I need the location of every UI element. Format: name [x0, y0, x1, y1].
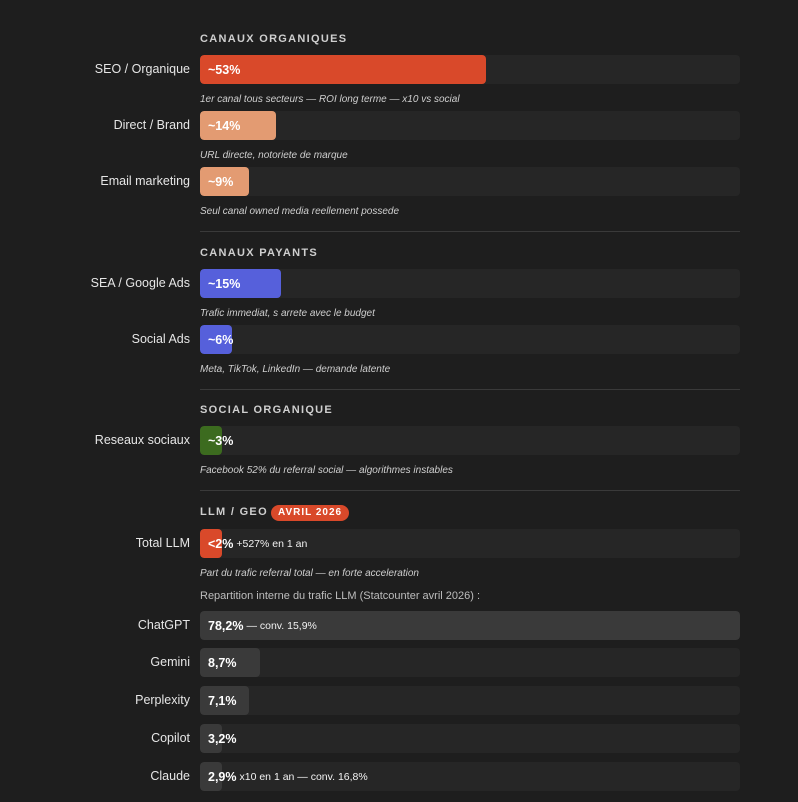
bar — [200, 762, 222, 791]
bar-category-label: Direct / Brand — [113, 118, 190, 132]
section-divider — [200, 389, 740, 390]
bar-track: 8,7% — [200, 648, 740, 677]
bar — [200, 426, 222, 455]
bar-value: ~6% — [208, 332, 234, 347]
bar-value: ~3% — [208, 433, 234, 448]
section-title-organic: CANAUX ORGANIQUES — [200, 33, 348, 45]
bar — [200, 55, 486, 84]
bar-track: ~9% — [200, 167, 740, 196]
bar-category-label: Gemini — [150, 655, 190, 669]
bar-note: Trafic immediat, s arrete avec le budget — [200, 308, 375, 319]
bar-extra-label: +527% en 1 an — [236, 537, 308, 550]
bar-value: ~15% — [208, 276, 241, 291]
section-title-paid: CANAUX PAYANTS — [200, 247, 319, 259]
bar — [200, 648, 260, 677]
bar — [200, 269, 281, 298]
bar — [200, 686, 249, 715]
section-divider — [200, 490, 740, 491]
bar-category-label: Claude — [150, 769, 190, 783]
bar-value: ~14% — [208, 118, 241, 133]
bar — [200, 724, 222, 753]
bar-track: 7,1% — [200, 686, 740, 715]
bar-note: Facebook 52% du referral social — algori… — [200, 465, 453, 476]
bar-category-label: Social Ads — [131, 332, 190, 346]
bar — [200, 529, 222, 558]
bar-value: ~9% — [208, 174, 234, 189]
bar-value-label: ~53% — [208, 55, 240, 84]
bar-value-label: 3,2% — [208, 724, 237, 753]
bar-track: ~3% — [200, 426, 740, 455]
bar-extra-label: x10 en 1 an — conv. 16,8% — [239, 770, 368, 783]
bar-category-label: Total LLM — [135, 536, 190, 550]
bar-value: 7,1% — [208, 693, 237, 708]
bar-value-label: 78,2% — conv. 15,9% — [208, 611, 317, 640]
bar-category-label: SEO / Organique — [94, 62, 190, 76]
section-title-llm: LLM / GEO — [200, 506, 268, 518]
bar-note: 1er canal tous secteurs — ROI long terme… — [200, 94, 460, 105]
bar-track: <2% +527% en 1 an — [200, 529, 740, 558]
section-title-social: SOCIAL ORGANIQUE — [200, 404, 334, 416]
bar-value-label: <2% +527% en 1 an — [208, 529, 307, 558]
bar-track: 78,2% — conv. 15,9% — [200, 611, 740, 640]
bar-value-label: ~6% — [208, 325, 233, 354]
bar-note: Part du trafic referral total — en forte… — [200, 568, 419, 579]
bar-track: ~6% — [200, 325, 740, 354]
bar-category-label: Perplexity — [135, 693, 190, 707]
bar-category-label: Copilot — [151, 731, 190, 745]
bar-track: 3,2% — [200, 724, 740, 753]
bar-extra-label: — conv. 15,9% — [246, 619, 317, 632]
bar-category-label: Reseaux sociaux — [94, 433, 190, 447]
bar — [200, 325, 232, 354]
llm-breakdown-caption: Repartition interne du trafic LLM (Statc… — [200, 590, 481, 602]
bar-track: ~15% — [200, 269, 740, 298]
bar — [200, 611, 740, 640]
bar-note: Seul canal owned media reellement possed… — [200, 206, 400, 217]
bar-value: 2,9% — [208, 769, 237, 784]
bar-note: Meta, TikTok, LinkedIn — demande latente — [200, 364, 391, 375]
bar-value-label: 7,1% — [208, 686, 237, 715]
bar — [200, 167, 249, 196]
bar-value: 3,2% — [208, 731, 237, 746]
bar-track: 2,9% x10 en 1 an — conv. 16,8% — [200, 762, 740, 791]
bar-track: ~53% — [200, 55, 740, 84]
bar-value-label: ~15% — [208, 269, 240, 298]
bar-value-label: 8,7% — [208, 648, 237, 677]
bar-value: ~53% — [208, 62, 241, 77]
bar-value: 8,7% — [208, 655, 237, 670]
bar-value: 78,2% — [208, 618, 244, 633]
bar-category-label: ChatGPT — [137, 618, 190, 632]
bar-value: <2% — [208, 536, 234, 551]
bar-category-label: SEA / Google Ads — [90, 276, 190, 290]
bar — [200, 111, 276, 140]
bar-value-label: ~3% — [208, 426, 233, 455]
date-badge: AVRIL 2026 — [271, 505, 350, 521]
bar-track: ~14% — [200, 111, 740, 140]
section-divider — [200, 231, 740, 232]
bar-value-label: ~14% — [208, 111, 240, 140]
bar-note: URL directe, notoriete de marque — [200, 150, 348, 161]
bar-category-label: Email marketing — [100, 174, 190, 188]
bar-value-label: 2,9% x10 en 1 an — conv. 16,8% — [208, 762, 368, 791]
bar-value-label: ~9% — [208, 167, 233, 196]
